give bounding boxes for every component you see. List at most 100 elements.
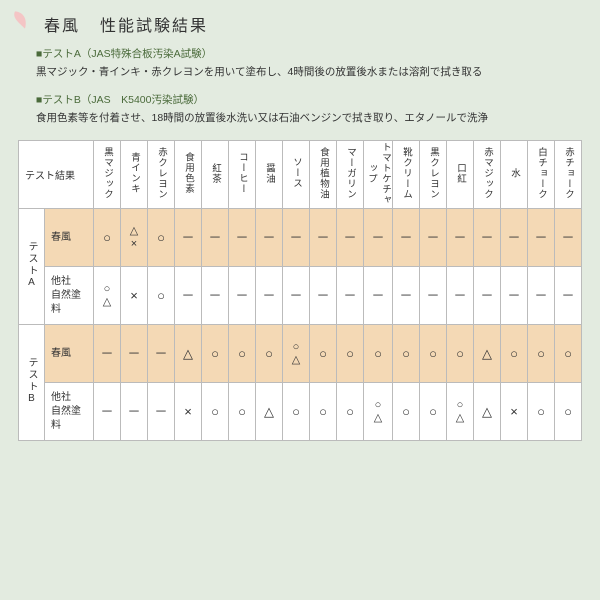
result-cell: － <box>364 267 393 325</box>
col-header: 食用植物油 <box>310 141 337 209</box>
col-header: 口紅 <box>447 141 474 209</box>
result-cell: － <box>501 267 528 325</box>
result-cell: － <box>555 209 582 267</box>
col-header: 黒クレヨン <box>420 141 447 209</box>
result-cell: － <box>283 209 310 267</box>
result-cell: － <box>420 267 447 325</box>
result-cell: ○ <box>310 325 337 383</box>
result-cell: × <box>175 383 202 441</box>
result-cell: － <box>121 383 148 441</box>
result-cell: － <box>202 209 229 267</box>
result-cell: ○ <box>337 325 364 383</box>
col-header: トマトケチャップ <box>364 141 393 209</box>
result-cell: △× <box>121 209 148 267</box>
result-cell: － <box>310 267 337 325</box>
testB-label: ■テストB（JAS K5400汚染試験） <box>36 94 204 106</box>
col-header: 青インキ <box>121 141 148 209</box>
result-cell: ○ <box>420 325 447 383</box>
petal-icon <box>8 8 32 32</box>
col-header: 醤油 <box>256 141 283 209</box>
result-cell: － <box>283 267 310 325</box>
result-cell: － <box>501 209 528 267</box>
testB-desc: 食用色素等を付着させ、18時間の放置後水洗い又は石油ベンジンで拭き取り、エタノー… <box>36 112 488 124</box>
result-cell: － <box>528 267 555 325</box>
table-row: テストB春風－－－△○○○○△○○○○○○△○○○ <box>19 325 582 383</box>
result-cell: ○△ <box>364 383 393 441</box>
test-descriptions: ■テストA（JAS特殊合板汚染A試験） 黒マジック・青インキ・赤クレヨンを用いて… <box>36 46 580 137</box>
result-cell: － <box>528 209 555 267</box>
col-header: 靴クリーム <box>393 141 420 209</box>
result-cell: － <box>555 267 582 325</box>
table-row: 他社自然塗料－－－×○○△○○○○△○○○△△×○○ <box>19 383 582 441</box>
group-header: テストA <box>19 209 45 325</box>
table-corner: テスト結果 <box>19 141 94 209</box>
product-name: 春風 <box>45 325 94 383</box>
result-cell: ○ <box>310 383 337 441</box>
result-cell: ○△ <box>447 383 474 441</box>
result-cell: ○ <box>148 267 175 325</box>
result-cell: － <box>420 209 447 267</box>
result-cell: × <box>501 383 528 441</box>
col-header: ソース <box>283 141 310 209</box>
result-cell: － <box>229 209 256 267</box>
page-subtitle: 性能試験結果 <box>100 12 208 36</box>
result-cell: ○ <box>555 383 582 441</box>
testA-label: ■テストA（JAS特殊合板汚染A試験） <box>36 48 212 60</box>
col-header: 黒マジック <box>94 141 121 209</box>
result-cell: － <box>393 209 420 267</box>
result-cell: － <box>94 383 121 441</box>
result-cell: ○ <box>393 325 420 383</box>
result-cell: ○ <box>528 325 555 383</box>
result-cell: ○ <box>555 325 582 383</box>
result-cell: － <box>310 209 337 267</box>
result-cell: － <box>447 209 474 267</box>
col-header: 赤マジック <box>474 141 501 209</box>
result-cell: － <box>175 209 202 267</box>
result-cell: － <box>337 267 364 325</box>
col-header: 赤クレヨン <box>148 141 175 209</box>
result-cell: △ <box>474 325 501 383</box>
result-cell: － <box>256 267 283 325</box>
product-name: 他社自然塗料 <box>45 383 94 441</box>
result-cell: － <box>202 267 229 325</box>
col-header: マーガリン <box>337 141 364 209</box>
results-table: テスト結果 黒マジック青インキ赤クレヨン食用色素紅茶コーヒー醤油ソース食用植物油… <box>18 140 582 441</box>
result-cell: ○ <box>256 325 283 383</box>
result-cell: ○△ <box>283 325 310 383</box>
result-cell: － <box>148 383 175 441</box>
result-cell: ○ <box>202 325 229 383</box>
result-cell: － <box>393 267 420 325</box>
result-cell: ○ <box>420 383 447 441</box>
page-title: 春風 <box>44 12 80 36</box>
col-header: 紅茶 <box>202 141 229 209</box>
col-header: 赤チョーク <box>555 141 582 209</box>
result-cell: △ <box>175 325 202 383</box>
result-cell: ○ <box>447 325 474 383</box>
group-header: テストB <box>19 325 45 441</box>
col-header: コーヒー <box>229 141 256 209</box>
result-cell: △ <box>256 383 283 441</box>
result-cell: － <box>121 325 148 383</box>
result-cell: － <box>447 267 474 325</box>
result-cell: － <box>337 209 364 267</box>
testA-desc: 黒マジック・青インキ・赤クレヨンを用いて塗布し、4時間後の放置後水または溶剤で拭… <box>36 66 482 78</box>
result-cell: ○ <box>148 209 175 267</box>
result-cell: ○ <box>283 383 310 441</box>
col-header: 水 <box>501 141 528 209</box>
result-cell: － <box>229 267 256 325</box>
result-cell: × <box>121 267 148 325</box>
result-cell: ○ <box>337 383 364 441</box>
result-cell: ○ <box>528 383 555 441</box>
result-cell: △ <box>474 383 501 441</box>
table-row: テストA春風○△×○－－－－－－－－－－－－－－－ <box>19 209 582 267</box>
product-name: 春風 <box>45 209 94 267</box>
result-cell: － <box>148 325 175 383</box>
result-cell: ○ <box>364 325 393 383</box>
result-cell: ○ <box>229 383 256 441</box>
product-name: 他社自然塗料 <box>45 267 94 325</box>
col-header: 食用色素 <box>175 141 202 209</box>
result-cell: － <box>175 267 202 325</box>
result-cell: － <box>256 209 283 267</box>
results-table-wrap: テスト結果 黒マジック青インキ赤クレヨン食用色素紅茶コーヒー醤油ソース食用植物油… <box>18 140 582 441</box>
col-header: 白チョーク <box>528 141 555 209</box>
